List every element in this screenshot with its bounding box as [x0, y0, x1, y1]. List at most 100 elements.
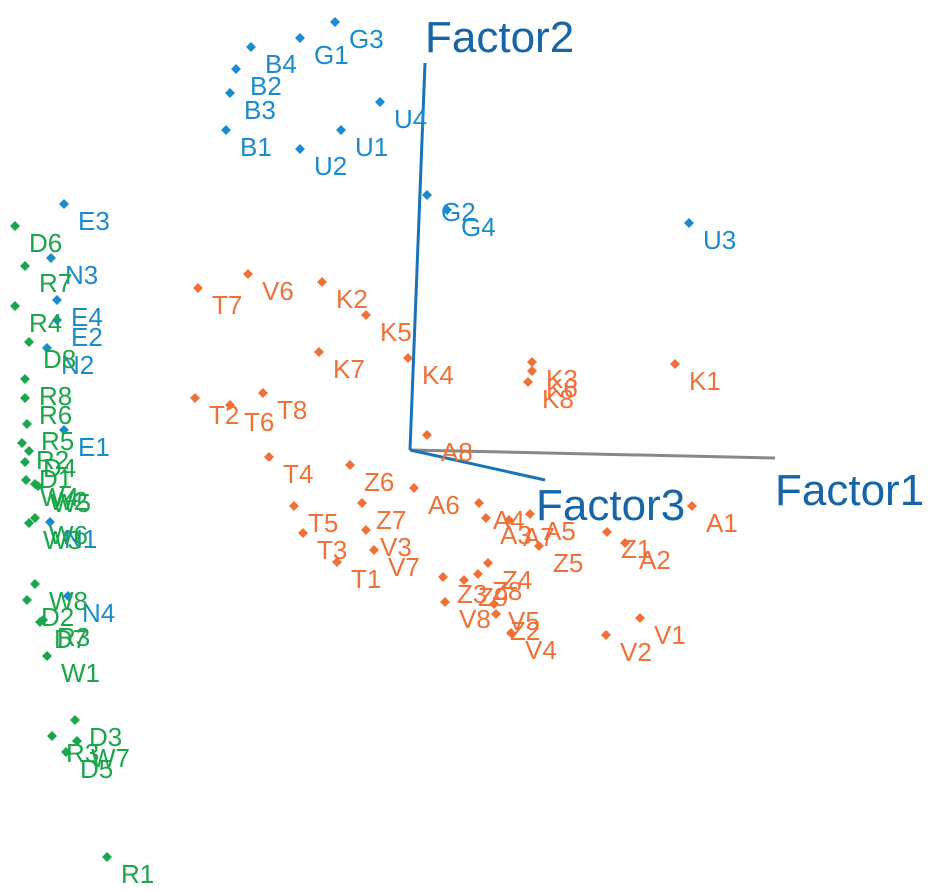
point-label-r4: R4 [29, 308, 62, 338]
point-marker-r5 [22, 419, 32, 429]
point-marker-d3 [70, 715, 80, 725]
point-marker-d6 [10, 221, 20, 231]
point-marker-k4 [403, 353, 413, 363]
point-label-e1: E1 [78, 432, 110, 462]
point-label-b1: B1 [240, 132, 272, 162]
point-marker-d1 [20, 457, 30, 467]
point-marker-b1 [221, 125, 231, 135]
point-label-n3: N3 [65, 260, 98, 290]
point-label-u2: U2 [314, 151, 347, 181]
point-marker-z6 [345, 460, 355, 470]
point-marker-b4 [246, 42, 256, 52]
factor1-axis-line [409, 448, 776, 460]
point-marker-z1 [602, 527, 612, 537]
point-marker-a2 [620, 538, 630, 548]
point-marker-d8 [24, 337, 34, 347]
point-marker-n4 [63, 591, 73, 601]
point-marker-r3 [47, 731, 57, 741]
axes-group [408, 62, 776, 482]
point-label-z2: Z2 [510, 616, 540, 646]
point-marker-e1 [59, 425, 69, 435]
point-label-r5: R5 [41, 426, 74, 456]
point-marker-k3 [527, 357, 537, 367]
point-label-k2: K2 [336, 284, 368, 314]
point-label-r6: R6 [39, 400, 72, 430]
point-label-k5: K5 [380, 317, 412, 347]
point-marker-g2 [422, 190, 432, 200]
point-marker-k8 [523, 377, 533, 387]
point-marker-a8 [422, 430, 432, 440]
point-label-t4: T4 [283, 459, 313, 489]
point-label-r7: R7 [39, 268, 72, 298]
point-marker-r2 [17, 438, 27, 448]
point-marker-z5 [534, 541, 544, 551]
point-marker-a6 [409, 483, 419, 493]
point-marker-v2 [601, 630, 611, 640]
point-marker-e4 [52, 295, 62, 305]
point-marker-a4 [474, 498, 484, 508]
point-marker-t2 [190, 393, 200, 403]
point-marker-t5 [289, 501, 299, 511]
point-marker-g3 [330, 17, 340, 27]
point-label-d8: D8 [43, 344, 76, 374]
point-label-w5: W5 [52, 488, 91, 518]
point-marker-k6 [527, 366, 537, 376]
point-label-t7: T7 [212, 290, 242, 320]
point-label-b4: B4 [265, 49, 297, 79]
point-marker-d2 [22, 595, 32, 605]
point-marker-z7 [357, 498, 367, 508]
point-label-z6: Z6 [364, 467, 394, 497]
point-marker-t7 [193, 283, 203, 293]
point-label-e2: E2 [71, 322, 103, 352]
point-label-k7: K7 [333, 354, 365, 384]
point-label-w7: W7 [91, 743, 130, 773]
point-marker-g1 [295, 33, 305, 43]
point-marker-v6 [243, 269, 253, 279]
point-marker-u2 [295, 144, 305, 154]
point-label-v3: V3 [380, 532, 412, 562]
point-marker-w3 [24, 518, 34, 528]
point-marker-e3 [59, 199, 69, 209]
point-label-z5: Z5 [553, 548, 583, 578]
point-marker-k1 [670, 359, 680, 369]
point-marker-z8 [473, 569, 483, 579]
point-marker-a5 [525, 509, 535, 519]
factor2-axis-line [408, 62, 427, 451]
point-label-d3: D3 [89, 722, 122, 752]
point-label-a6: A6 [428, 490, 460, 520]
point-label-a3: A3 [500, 520, 532, 550]
point-marker-u1 [336, 125, 346, 135]
point-label-k1: K1 [689, 366, 721, 396]
point-label-w3: W3 [43, 525, 82, 555]
point-label-v1: V1 [654, 620, 686, 650]
point-label-b2: B2 [250, 71, 282, 101]
point-marker-v3 [361, 525, 371, 535]
point-label-w8: W8 [49, 586, 88, 616]
point-label-a8: A8 [441, 437, 473, 467]
point-label-u3: U3 [703, 225, 736, 255]
point-label-a2: A2 [639, 545, 671, 575]
point-marker-n1 [45, 517, 55, 527]
factor3-axis-line [409, 448, 546, 482]
point-marker-r1 [102, 852, 112, 862]
point-label-w1: W1 [61, 658, 100, 688]
point-marker-z4 [483, 558, 493, 568]
point-marker-v7 [369, 545, 379, 555]
point-label-n4: N4 [82, 598, 115, 628]
point-label-z7: Z7 [376, 505, 406, 535]
point-marker-e2 [52, 315, 62, 325]
point-label-t5: T5 [308, 508, 338, 538]
point-label-d1: D1 [39, 464, 72, 494]
point-label-d6: D6 [29, 228, 62, 258]
point-marker-a3 [481, 513, 491, 523]
point-label-v4: V4 [525, 635, 557, 665]
point-marker-t3 [298, 528, 308, 538]
point-label-w2: W2 [49, 486, 88, 516]
point-marker-d5 [61, 747, 71, 757]
point-label-d5: D5 [80, 754, 113, 784]
point-marker-v8 [440, 597, 450, 607]
point-marker-w4 [21, 475, 31, 485]
point-label-a5: A5 [544, 516, 576, 546]
